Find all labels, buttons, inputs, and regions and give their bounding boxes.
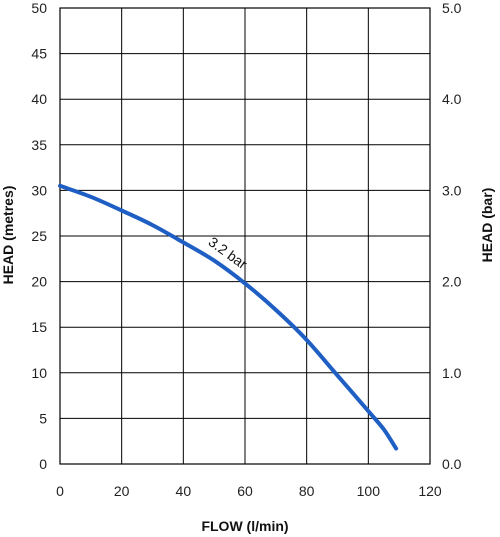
x-tick-label: 60	[237, 483, 253, 499]
y-tick-label: 35	[31, 137, 47, 153]
annotations: 3.2 bar	[206, 233, 251, 272]
x-tick-label: 80	[299, 483, 315, 499]
y2-tick-label: 3.0	[442, 182, 462, 198]
x-axis-title: FLOW (l/min)	[201, 518, 288, 534]
series-layer	[58, 183, 399, 451]
y2-axis-title: HEAD (bar)	[479, 188, 495, 263]
x-tick-label: 40	[176, 483, 192, 499]
y2-tick-label: 1.0	[442, 365, 462, 381]
x-tick-label: 100	[357, 483, 381, 499]
y-tick-label: 20	[31, 274, 47, 290]
grid	[59, 7, 431, 465]
y2-tick-label: 5.0	[442, 0, 462, 16]
y-tick-label: 50	[31, 0, 47, 16]
y-tick-label: 40	[31, 91, 47, 107]
x-tick-label: 0	[56, 483, 64, 499]
y-tick-label: 10	[31, 365, 47, 381]
x-tick-labels: 0 20 40 60 80 100 120	[56, 483, 442, 499]
y-tick-label: 0	[39, 456, 47, 472]
y2-tick-label: 2.0	[442, 274, 462, 290]
y-axis-title: HEAD (metres)	[0, 186, 16, 285]
y-tick-label: 5	[39, 410, 47, 426]
y2-tick-labels: 0.0 1.0 2.0 3.0 4.0 5.0	[442, 0, 462, 472]
y-tick-labels: 0 5 10 15 20 25 30 35 40 45 50	[31, 0, 47, 472]
y2-tick-label: 0.0	[442, 456, 462, 472]
y-tick-label: 30	[31, 182, 47, 198]
x-tick-label: 20	[114, 483, 130, 499]
y-tick-label: 45	[31, 46, 47, 62]
y2-tick-label: 4.0	[442, 91, 462, 107]
y-tick-label: 15	[31, 319, 47, 335]
curve-label: 3.2 bar	[206, 233, 251, 272]
y-tick-label: 25	[31, 228, 47, 244]
x-tick-label: 120	[418, 483, 442, 499]
plot-border	[59, 7, 431, 465]
series-line-pump-curve	[58, 183, 399, 451]
